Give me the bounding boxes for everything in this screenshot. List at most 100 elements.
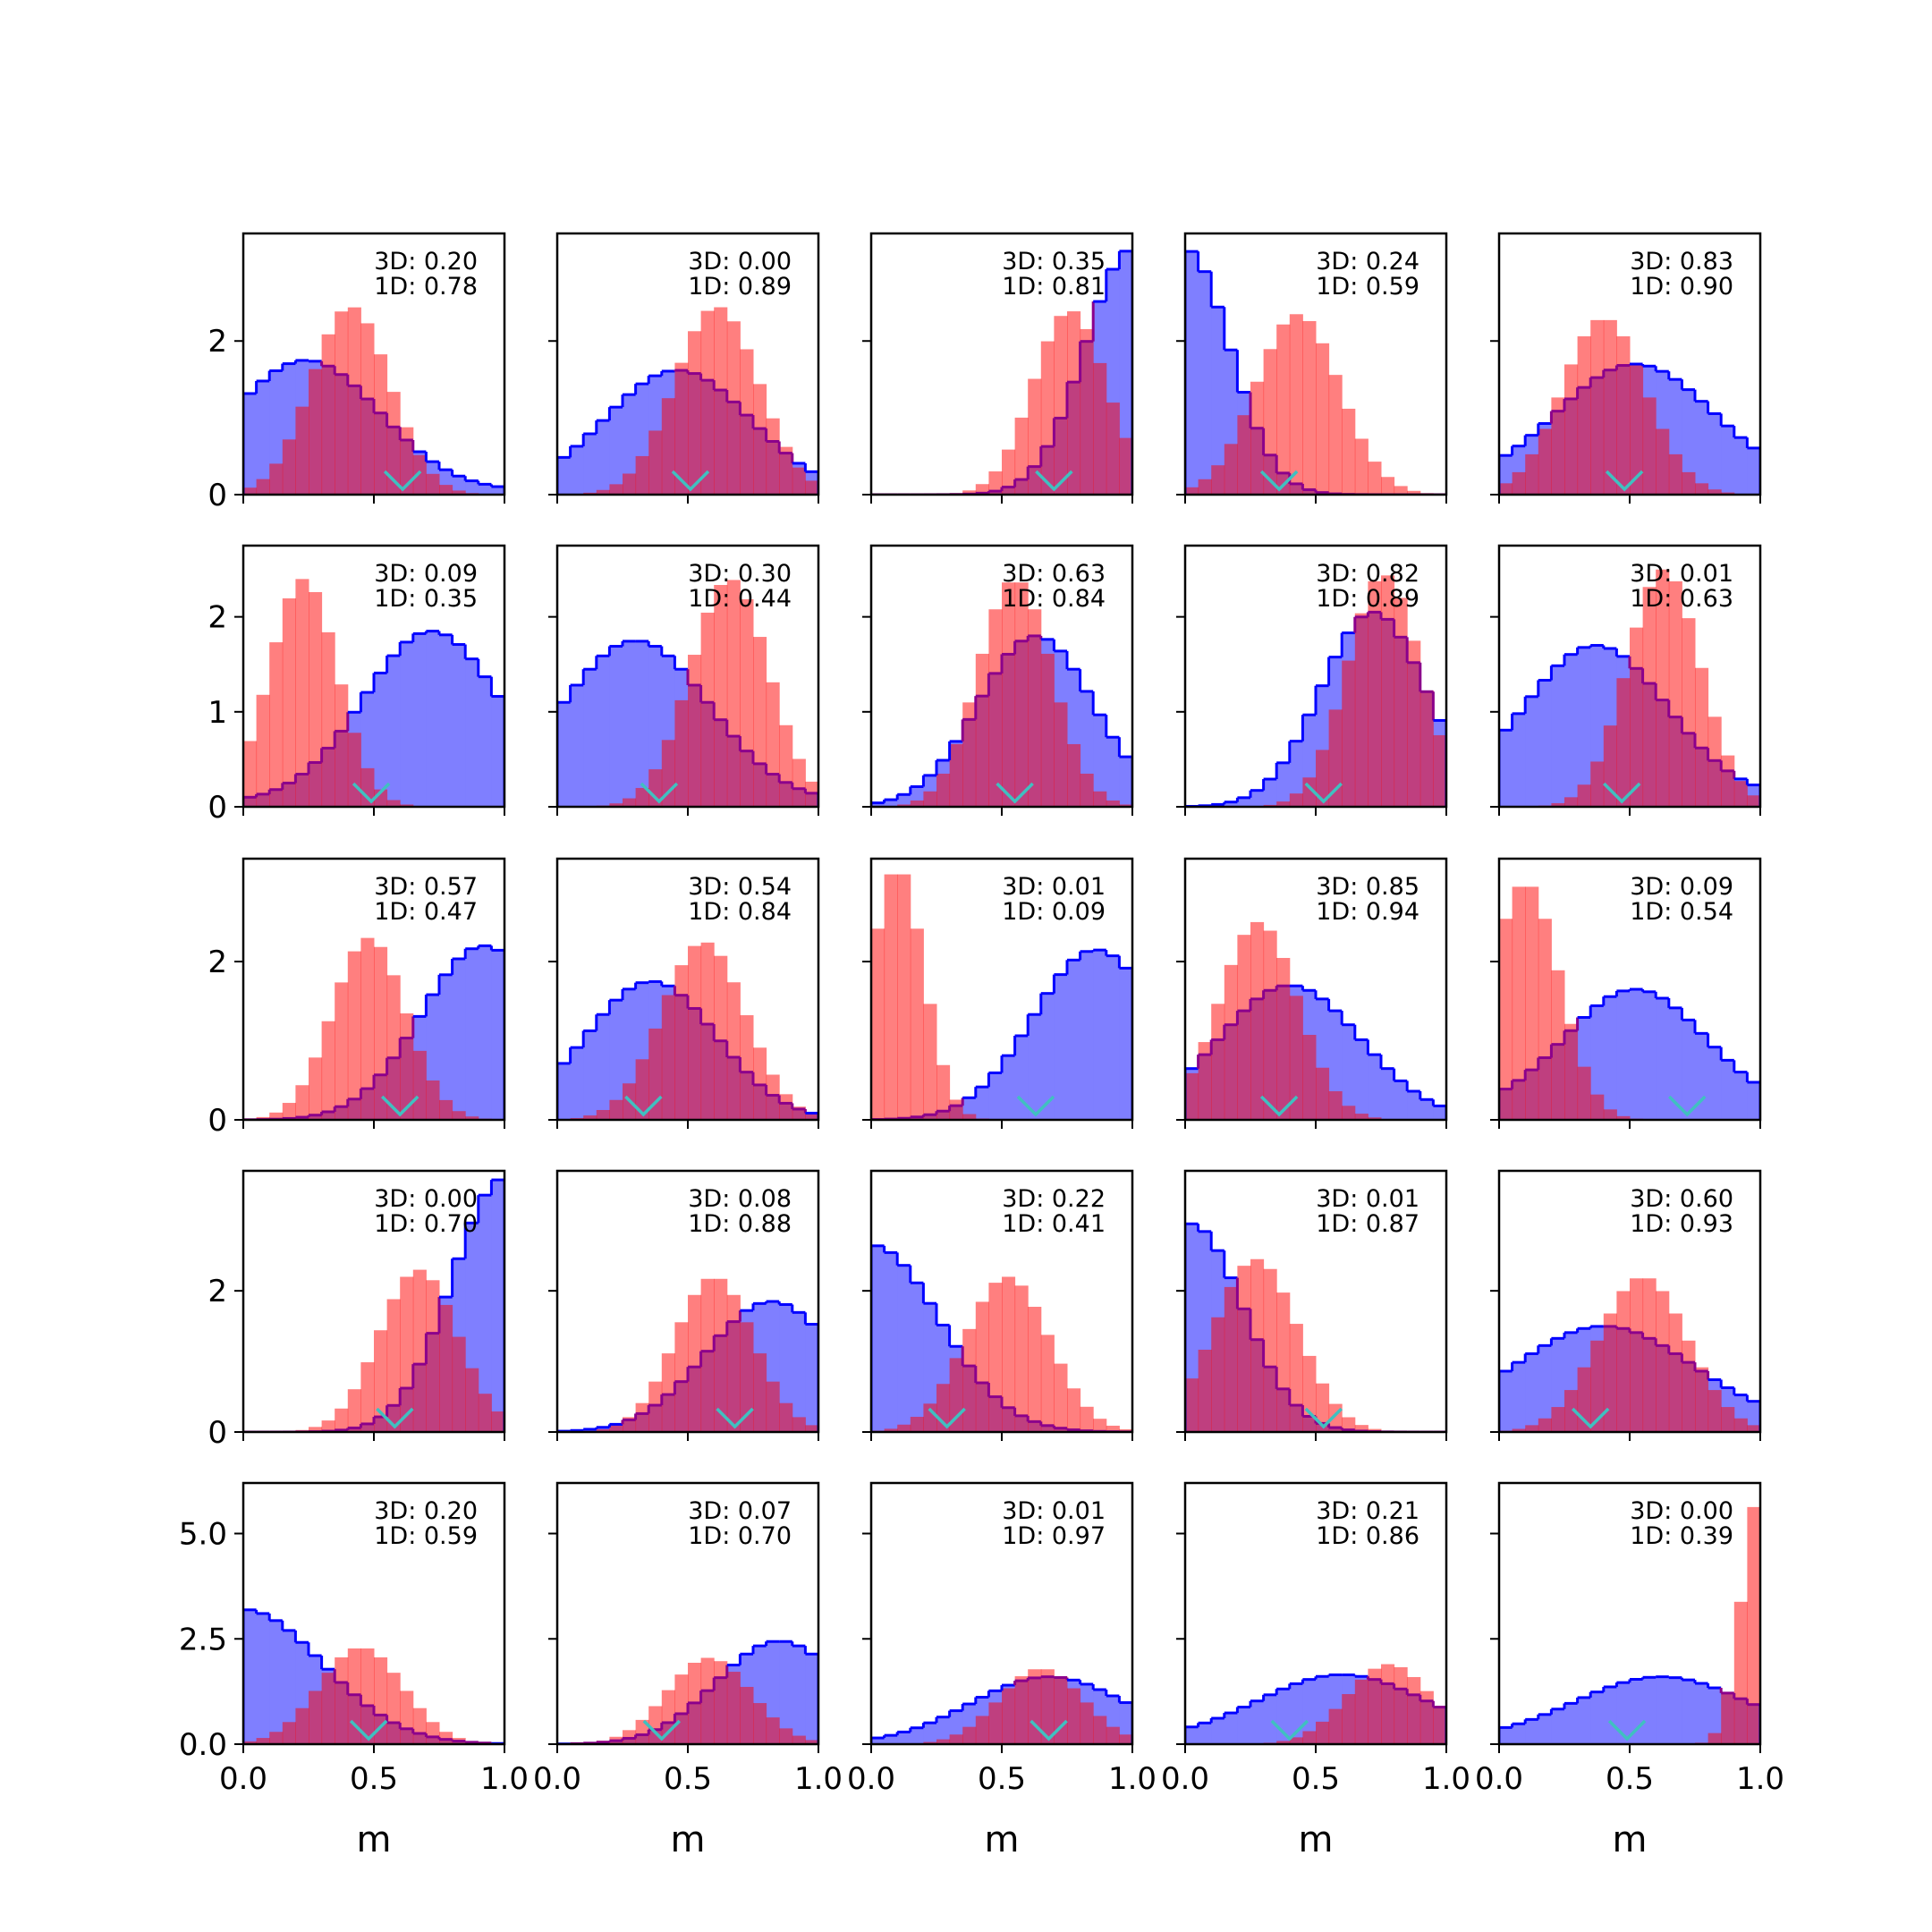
red-bar <box>1630 1278 1644 1432</box>
blue-bar <box>1668 1007 1682 1120</box>
blue-bar <box>1577 647 1591 807</box>
blue-bar <box>1119 1702 1132 1744</box>
red-bar <box>1616 1115 1631 1120</box>
red-bar <box>335 311 349 495</box>
estimate-marker <box>383 470 422 492</box>
red-bar <box>714 955 728 1120</box>
red-bar <box>949 1734 963 1744</box>
red-bar <box>400 1690 414 1744</box>
blue-bar <box>897 1732 911 1744</box>
annotation-3d: 3D: 0.21 <box>1316 1497 1419 1525</box>
red-bar <box>360 767 375 807</box>
plot-area <box>871 874 1132 1120</box>
red-bar <box>949 1099 963 1120</box>
red-bar <box>1014 1676 1029 1744</box>
red-bar <box>1067 743 1081 807</box>
red-bar <box>1040 1669 1055 1744</box>
plot-area <box>1499 1278 1760 1432</box>
blue-bar <box>635 640 649 807</box>
annotation-3d: 3D: 0.20 <box>374 1497 478 1525</box>
plot-area <box>1185 1222 1446 1432</box>
red-bar <box>452 1111 466 1120</box>
red-bar <box>897 1424 911 1432</box>
red-bar <box>321 1420 335 1432</box>
blue-bar <box>1695 1683 1709 1744</box>
red-bar <box>674 965 689 1120</box>
red-bar <box>1721 1407 1735 1432</box>
annotation-1d: 1D: 0.54 <box>1630 898 1733 926</box>
red-bar <box>1354 1679 1368 1744</box>
blue-bar <box>1733 1072 1748 1120</box>
red-bar <box>1538 919 1552 1120</box>
blue-bar <box>269 370 284 495</box>
red-bar <box>295 406 309 495</box>
red-bar <box>648 769 663 807</box>
y-tick-label: 2 <box>208 600 227 636</box>
red-bar <box>1211 1317 1225 1432</box>
estimate-marker <box>1571 1407 1610 1429</box>
blue-bar <box>1564 654 1579 807</box>
blue-bar <box>1721 1060 1735 1120</box>
estimate-marker <box>352 782 391 804</box>
annotation-3d: 3D: 0.00 <box>688 248 792 275</box>
red-bar <box>309 591 323 807</box>
red-bar <box>988 1702 1003 1744</box>
red-bar <box>1564 1023 1579 1120</box>
red-bar <box>1419 691 1434 807</box>
plot-area <box>557 580 818 807</box>
x-tick-label: 0.5 <box>1292 1761 1340 1797</box>
x-tick-label: 1.0 <box>1422 1761 1470 1797</box>
red-bar <box>1512 471 1526 495</box>
blue-bar <box>583 433 597 495</box>
annotation-1d: 1D: 0.41 <box>1002 1210 1106 1238</box>
annotation-1d: 1D: 0.89 <box>688 273 792 301</box>
red-bar <box>1747 1506 1760 1744</box>
x-axis-label: m <box>1613 1819 1648 1860</box>
red-bar <box>1028 609 1042 807</box>
blue-bar <box>596 1014 610 1120</box>
blue-bar <box>1263 1694 1277 1744</box>
red-bar <box>1733 1418 1748 1432</box>
red-bar <box>1642 397 1657 495</box>
blue-bar <box>1302 1679 1317 1744</box>
red-bar <box>648 430 663 495</box>
red-bar <box>740 1015 754 1120</box>
red-bar <box>779 1094 793 1120</box>
blue-bar <box>1603 996 1617 1120</box>
blue-bar <box>1028 1014 1042 1120</box>
red-bar <box>321 1673 335 1744</box>
blue-bar <box>623 640 637 807</box>
blue-bar <box>1499 1370 1513 1432</box>
red-bar <box>674 699 689 807</box>
x-tick-label: 0.0 <box>533 1761 581 1797</box>
estimate-marker <box>671 470 710 492</box>
red-bar <box>1328 1708 1343 1744</box>
red-bar <box>1551 802 1565 807</box>
red-bar <box>282 439 296 495</box>
red-bar <box>1668 453 1682 495</box>
red-bar <box>923 791 937 807</box>
blue-bar <box>1354 1039 1368 1120</box>
red-bar <box>714 585 728 807</box>
red-bar <box>635 1059 649 1120</box>
blue-bar <box>1551 665 1565 807</box>
red-bar <box>282 597 296 807</box>
red-bar <box>1682 471 1696 495</box>
red-bar <box>1707 1733 1722 1744</box>
red-bar <box>975 484 989 495</box>
blue-bar <box>426 631 440 807</box>
red-bar <box>295 579 309 807</box>
blue-bar <box>491 1180 504 1432</box>
y-tick-label: 0.0 <box>179 1727 227 1763</box>
red-bar <box>1250 1258 1265 1432</box>
x-tick-label: 0.0 <box>1475 1761 1523 1797</box>
red-bar <box>805 1740 818 1744</box>
red-bar <box>1002 449 1016 495</box>
blue-bar <box>1747 1081 1760 1120</box>
annotation-3d: 3D: 0.30 <box>688 560 792 588</box>
